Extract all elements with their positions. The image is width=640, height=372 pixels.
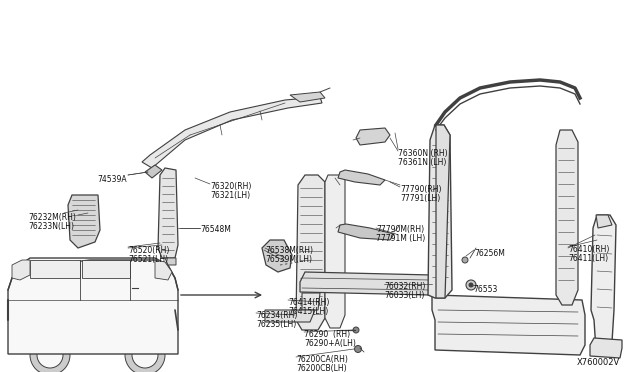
Polygon shape: [155, 260, 172, 280]
Polygon shape: [338, 170, 385, 185]
Text: 76256M: 76256M: [474, 249, 505, 258]
Polygon shape: [262, 240, 292, 272]
Text: 76235(LH): 76235(LH): [256, 320, 296, 329]
Text: 76521(LH): 76521(LH): [128, 255, 168, 264]
Text: 76539M(LH): 76539M(LH): [265, 255, 312, 264]
Circle shape: [469, 283, 473, 287]
Polygon shape: [165, 258, 176, 265]
Text: 76520(RH): 76520(RH): [128, 246, 170, 255]
Polygon shape: [428, 125, 452, 298]
Text: 76320(RH): 76320(RH): [210, 182, 252, 191]
Polygon shape: [432, 295, 585, 355]
Text: 76361N (LH): 76361N (LH): [398, 158, 446, 167]
Polygon shape: [145, 165, 162, 178]
Circle shape: [37, 342, 63, 368]
Text: 77790(RH): 77790(RH): [400, 185, 442, 194]
Polygon shape: [356, 128, 390, 145]
Text: 76290+A(LH): 76290+A(LH): [304, 339, 356, 348]
Polygon shape: [265, 310, 315, 322]
Text: 76290  (RH): 76290 (RH): [304, 330, 350, 339]
Polygon shape: [290, 92, 325, 102]
Text: 76232M(RH): 76232M(RH): [28, 213, 76, 222]
Text: 76538M(RH): 76538M(RH): [265, 246, 313, 255]
Circle shape: [125, 335, 165, 372]
Text: 76553: 76553: [473, 285, 497, 294]
Text: 76200CA(RH): 76200CA(RH): [296, 355, 348, 364]
Text: 76410(RH): 76410(RH): [568, 245, 609, 254]
Circle shape: [353, 327, 359, 333]
Text: 76548M: 76548M: [200, 225, 231, 234]
Polygon shape: [30, 260, 80, 278]
Text: X760002V: X760002V: [577, 358, 620, 367]
Polygon shape: [300, 272, 432, 295]
Polygon shape: [302, 293, 320, 310]
Polygon shape: [596, 215, 612, 228]
Text: 77790M(RH): 77790M(RH): [376, 225, 424, 234]
Polygon shape: [590, 338, 622, 358]
Text: 74539A: 74539A: [97, 175, 127, 184]
Text: 76032(RH): 76032(RH): [384, 282, 426, 291]
Polygon shape: [12, 260, 30, 280]
Text: 76360N (RH): 76360N (RH): [398, 149, 447, 158]
Text: 76033(LH): 76033(LH): [384, 291, 424, 300]
Text: 76233N(LH): 76233N(LH): [28, 222, 74, 231]
Text: 76411(LH): 76411(LH): [568, 254, 608, 263]
Text: 76200CB(LH): 76200CB(LH): [296, 364, 347, 372]
Polygon shape: [591, 215, 616, 352]
Polygon shape: [436, 125, 450, 298]
Circle shape: [132, 342, 158, 368]
Circle shape: [355, 346, 362, 353]
Circle shape: [466, 280, 476, 290]
Text: 76414(RH): 76414(RH): [288, 298, 330, 307]
Polygon shape: [325, 175, 345, 328]
Text: 77791M (LH): 77791M (LH): [376, 234, 425, 243]
Polygon shape: [142, 97, 322, 168]
Polygon shape: [556, 130, 578, 305]
Text: 77791(LH): 77791(LH): [400, 194, 440, 203]
Polygon shape: [338, 224, 394, 240]
Polygon shape: [68, 195, 100, 248]
Text: 76234(RH): 76234(RH): [256, 311, 298, 320]
Polygon shape: [158, 168, 178, 258]
Polygon shape: [296, 175, 325, 330]
Circle shape: [462, 257, 468, 263]
Polygon shape: [8, 258, 178, 354]
Polygon shape: [82, 260, 130, 278]
Text: 76321(LH): 76321(LH): [210, 191, 250, 200]
Text: 76415(LH): 76415(LH): [288, 307, 328, 316]
Circle shape: [30, 335, 70, 372]
